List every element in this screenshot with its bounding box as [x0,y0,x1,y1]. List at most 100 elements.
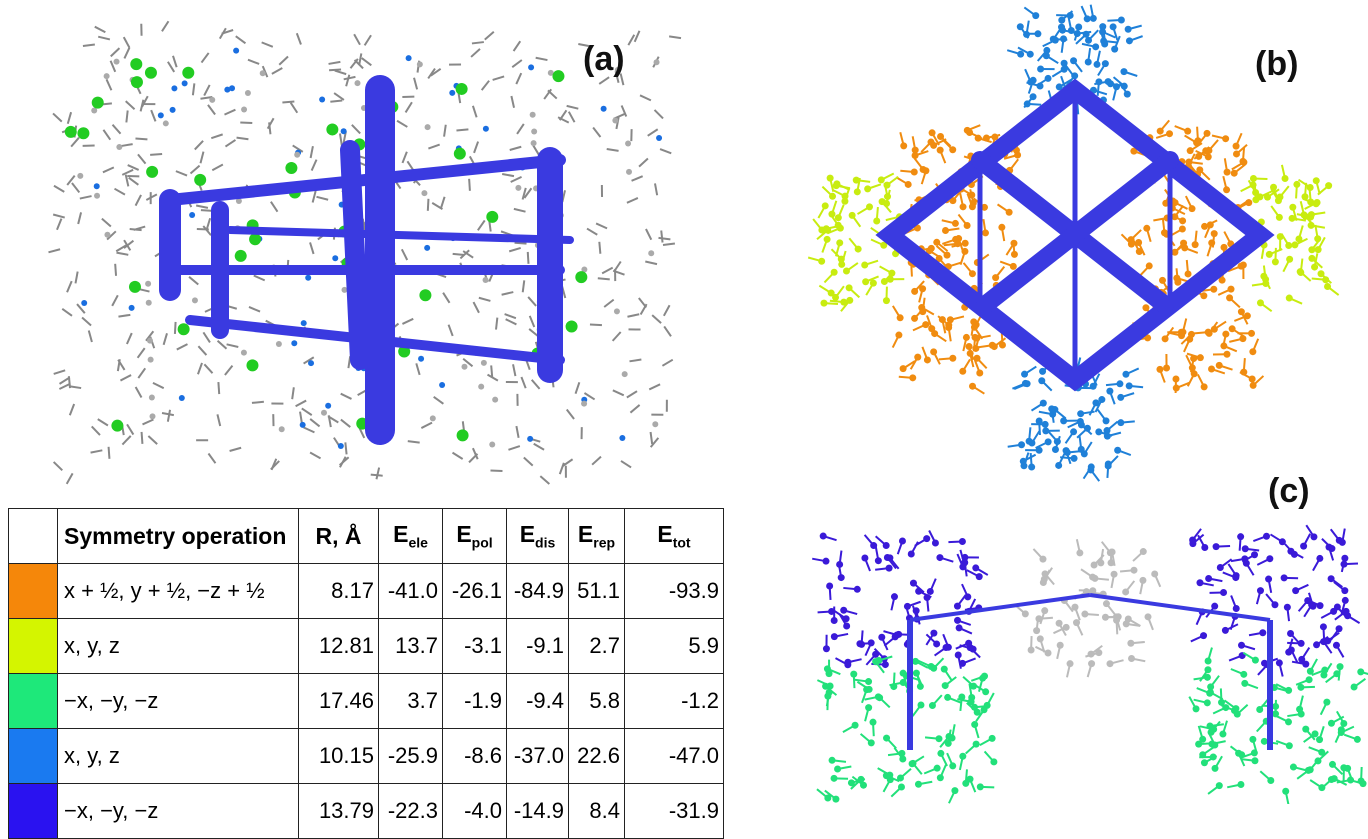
atom [1100,37,1107,44]
atom [836,239,843,246]
bond [474,142,478,153]
atom [864,185,871,192]
color-swatch [9,784,58,839]
atom [233,48,239,54]
bond [428,199,429,211]
bond [613,390,624,395]
atom [1211,741,1218,748]
atom [1111,46,1118,53]
header-subscript: dis [535,535,555,551]
bond [496,318,497,330]
bond [54,370,65,374]
atom [1292,587,1299,594]
atom [895,332,902,339]
atom [1333,642,1340,649]
atom [300,422,306,428]
bond [168,62,174,72]
header-subscript: pol [472,535,493,551]
atom [1084,15,1091,22]
atom [1095,428,1102,435]
atom [1320,623,1327,630]
bond [302,408,312,415]
column-header: Edis [507,509,569,564]
value-cell: -1.9 [443,674,507,729]
value-cell: 3.7 [379,674,443,729]
atom [1199,751,1206,758]
atom [1205,575,1212,582]
header-subscript: ele [408,535,427,551]
atom [1106,388,1113,395]
atom [1223,186,1230,193]
bond [248,60,259,64]
atom [1063,624,1070,631]
value-cell: 5.9 [625,619,724,674]
atom [1204,699,1211,706]
atom [1351,684,1358,691]
atom [969,270,976,277]
symmetry-cell: x + ½, y + ½, −z + ½ [58,564,299,619]
value-cell: 17.46 [299,674,379,729]
atom [1264,194,1271,201]
atom [1024,100,1031,107]
bond [311,146,313,158]
bond [69,376,70,388]
value-cell: 12.81 [299,619,379,674]
atom [1239,335,1246,342]
atom [1285,242,1292,249]
atom [1114,447,1121,454]
atom [954,617,961,624]
atom [1213,543,1220,550]
atom [1216,362,1223,369]
bond [646,229,651,240]
atom [1250,181,1257,188]
bond [120,375,131,380]
atom [1084,425,1091,432]
atom [1322,276,1329,283]
value-cell: -1.2 [625,674,724,729]
atom [1336,625,1343,632]
atom [1271,601,1278,608]
atom [930,348,937,355]
atom [1302,213,1309,220]
atom [1106,660,1113,667]
bond [217,414,220,426]
bond [193,83,194,95]
atom [908,551,915,558]
atom [449,90,455,96]
atom [927,588,934,595]
atom [1323,699,1330,706]
atom [992,274,999,281]
atom [1315,246,1322,253]
bond [532,380,540,389]
bond [198,363,202,374]
atom [878,634,885,641]
chlorine-atom [178,323,190,335]
atom [930,630,937,637]
bond [198,346,206,355]
atom [959,368,966,375]
color-swatch [9,619,58,674]
atom [1125,26,1132,33]
atom [966,343,973,350]
atom [1330,608,1337,615]
bond [252,402,264,403]
bond [112,295,118,306]
atom [973,741,980,748]
atom [241,350,247,356]
atom [1259,629,1266,636]
chlorine-atom [566,321,578,333]
atom [909,760,916,767]
bond [282,102,294,103]
atom [919,285,926,292]
atom [822,683,829,690]
chlorine-atom [575,271,587,283]
atom [1272,703,1279,710]
atom [937,774,944,781]
atom [1328,545,1335,552]
atom [1340,561,1347,568]
atom [531,128,537,134]
atom [1343,608,1350,615]
value-cell: -14.9 [507,784,569,839]
atom [900,365,907,372]
atom [1179,217,1186,224]
